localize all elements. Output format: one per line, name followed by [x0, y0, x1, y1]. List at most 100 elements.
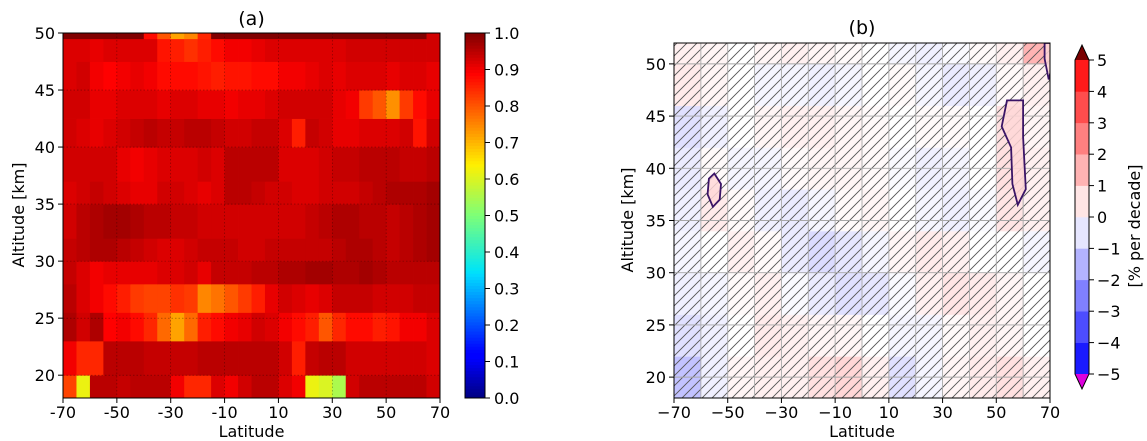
heatmap-cell — [63, 147, 77, 182]
heatmap-cell — [426, 33, 440, 40]
heatmap-cell — [116, 238, 131, 262]
colorbar-tick-label: 0.5 — [494, 207, 519, 226]
heatmap-cell — [63, 238, 77, 262]
heatmap-cell — [238, 283, 252, 313]
colorbar-tick-label: 0.8 — [494, 97, 519, 116]
colorbar-segment — [465, 51, 485, 55]
colorbar-segment — [465, 145, 485, 150]
heatmap-cell — [318, 238, 333, 262]
heatmap-cell — [426, 283, 440, 313]
heatmap-cell — [103, 118, 118, 148]
heatmap-cell — [264, 38, 279, 62]
heatmap-cell — [386, 283, 401, 313]
heatmap-cell — [170, 238, 185, 262]
heatmap-cell — [359, 90, 374, 119]
heatmap-cell — [211, 33, 225, 40]
colorbar-segment — [465, 87, 485, 92]
colorbar-segment — [465, 318, 485, 323]
x-tick-label: -30 — [158, 403, 184, 422]
heatmap-cell — [197, 238, 212, 262]
heatmap-cell — [278, 90, 293, 119]
heatmap-cell — [251, 238, 266, 262]
colorbar-segment — [465, 182, 485, 186]
colorbar-segment — [465, 63, 485, 67]
x-tick-label: 30 — [932, 403, 952, 422]
heatmap-cell — [278, 147, 293, 182]
x-tick-label: 10 — [879, 403, 899, 422]
colorbar-segment — [465, 69, 485, 74]
heatmap-cell — [103, 204, 118, 239]
heatmap-cell — [211, 375, 225, 398]
heatmap-cell — [318, 261, 333, 285]
y-tick-label: 40 — [646, 159, 666, 178]
heatmap-cell — [211, 147, 225, 182]
colorbar-tick-label: −2 — [1097, 271, 1121, 290]
heatmap-cell — [130, 340, 145, 376]
colorbar-segment — [465, 115, 485, 119]
colorbar-segment — [465, 267, 485, 271]
heatmap-cell — [170, 261, 185, 285]
heatmap-cell — [332, 375, 347, 398]
heatmap-cell — [76, 261, 91, 285]
heatmap-cell — [386, 181, 401, 205]
heatmap-cell — [76, 181, 91, 205]
heatmap-cell — [318, 61, 333, 91]
x-tick-label: 10 — [268, 403, 288, 422]
heatmap-cell — [278, 312, 293, 342]
colorbar-segment — [465, 264, 485, 268]
heatmap-cell — [372, 118, 387, 148]
heatmap-cell — [399, 147, 414, 182]
heatmap-cell — [251, 204, 266, 239]
heatmap-cell — [170, 61, 185, 91]
heatmap-cell — [224, 283, 239, 313]
heatmap-cell — [318, 90, 333, 119]
heatmap-cell — [116, 61, 131, 91]
colorbar-segment — [465, 224, 485, 229]
heatmap-cell — [345, 283, 360, 313]
colorbar-tick-label: −1 — [1097, 239, 1121, 258]
heatmap-cell — [332, 312, 347, 342]
heatmap-cell — [305, 38, 320, 62]
colorbar-segment — [465, 203, 485, 207]
y-tick-label: 25 — [646, 316, 666, 335]
heatmap-cell — [332, 283, 347, 313]
heatmap-cell — [63, 181, 77, 205]
heatmap-cell — [103, 33, 118, 40]
colorbar-segment — [465, 325, 485, 329]
heatmap-cell — [238, 238, 252, 262]
heatmap-cell — [157, 33, 172, 40]
colorbar-segment — [1075, 342, 1089, 375]
heatmap-cell — [184, 181, 199, 205]
colorbar-segment — [465, 343, 485, 347]
colorbar-segment — [465, 385, 485, 390]
colorbar-tick-label: 0.2 — [494, 316, 519, 335]
heatmap-cell — [372, 340, 387, 376]
heatmap-cell — [332, 204, 347, 239]
x-tick-label: 50 — [376, 403, 396, 422]
heatmap-cell — [103, 147, 118, 182]
heatmap-cell — [345, 181, 360, 205]
heatmap-cell — [197, 261, 212, 285]
heatmap-cell — [399, 90, 414, 119]
heatmap-cell — [332, 90, 347, 119]
heatmap-cell — [264, 61, 279, 91]
colorbar-segment — [465, 106, 485, 110]
heatmap-cell — [103, 90, 118, 119]
heatmap-cell — [130, 204, 145, 239]
heatmap-cell — [116, 204, 131, 239]
heatmap-cell — [63, 61, 77, 91]
heatmap-cell — [413, 90, 427, 119]
heatmap-cell — [130, 147, 145, 182]
heatmap-cell — [305, 375, 320, 398]
colorbar-segment — [465, 388, 485, 393]
panel-a-frame — [62, 32, 441, 399]
heatmap-cell — [238, 312, 252, 342]
heatmap-cell — [251, 147, 266, 182]
heatmap-cell — [372, 90, 387, 119]
panel-a-colorbar-ticks: 0.0 0.1 0.2 0.3 0.4 0.5 0.6 0.7 0.8 0.9 1.0 — [485, 24, 519, 408]
colorbar-tick-label: 0.0 — [494, 389, 519, 408]
heatmap-cell — [76, 33, 91, 40]
heatmap-cell — [359, 238, 374, 262]
colorbar-segment — [465, 352, 485, 356]
heatmap-cell — [305, 90, 320, 119]
